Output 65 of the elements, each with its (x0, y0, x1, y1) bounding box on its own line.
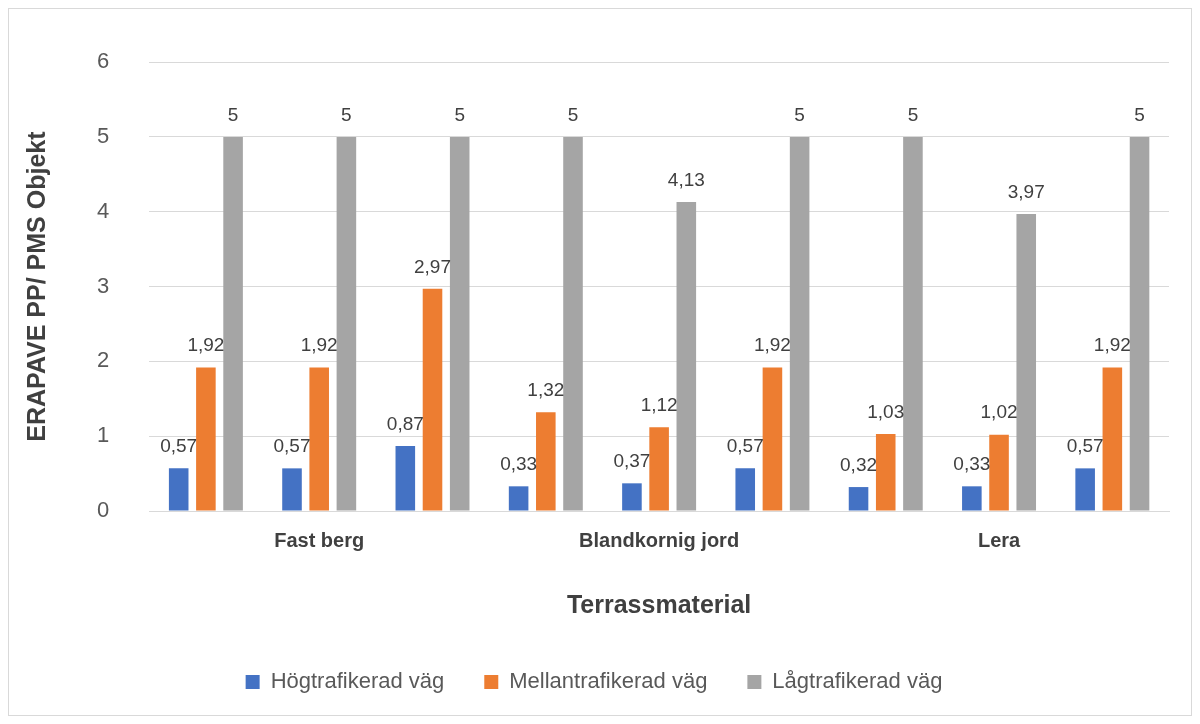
data-label: 1,02 (980, 401, 1018, 423)
data-label: 3,97 (1007, 180, 1045, 202)
data-label: 1,92 (300, 334, 338, 356)
data-label: 0,57 (726, 435, 764, 457)
bar (622, 483, 642, 511)
bar (196, 367, 216, 511)
data-label: 0,57 (1066, 435, 1104, 457)
data-label: 1,03 (867, 400, 905, 422)
bar (336, 137, 357, 511)
data-label: 2,97 (414, 255, 451, 277)
x-tick-label: Blandkornig jord (579, 528, 740, 551)
bar (449, 137, 470, 511)
y-tick-label: 2 (96, 347, 110, 373)
bar (962, 486, 982, 511)
data-label: 4,13 (667, 168, 705, 190)
bar (508, 486, 529, 511)
y-tick-label: 4 (96, 197, 110, 223)
bar (168, 468, 189, 511)
data-label: 5 (907, 103, 919, 125)
legend-label: Lågtrafikerad väg (772, 668, 943, 694)
bar (1102, 367, 1123, 511)
y-axis-title: ERAPAVE PP/ PMS Objekt (21, 130, 50, 442)
y-tick-label: 1 (96, 422, 110, 448)
bar (903, 137, 923, 511)
y-tick-label: 3 (96, 272, 110, 298)
bar (536, 412, 556, 511)
x-tick-label: Lera (977, 528, 1022, 551)
data-label: 0,87 (386, 412, 424, 434)
data-label: 5 (341, 103, 352, 125)
bar (649, 427, 669, 511)
bar (848, 487, 869, 511)
legend-label: Mellantrafikerad väg (509, 668, 708, 694)
legend-label: Högtrafikerad väg (270, 668, 445, 694)
bar (789, 137, 810, 511)
data-label: 1,92 (1093, 334, 1131, 356)
data-label: 1,32 (527, 379, 565, 400)
bar (676, 202, 697, 511)
data-label: 1,92 (753, 334, 791, 356)
bar (1129, 137, 1150, 511)
bar (1016, 214, 1037, 511)
data-label: 0,32 (840, 453, 878, 475)
data-label: 1,12 (640, 393, 678, 415)
x-axis-title: Terrassmaterial (566, 589, 752, 618)
y-tick-label: 6 (96, 48, 110, 74)
data-label: 1,92 (187, 334, 225, 356)
bar (989, 434, 1009, 511)
bar (1075, 468, 1095, 511)
bar (395, 445, 416, 511)
bar (762, 367, 783, 511)
data-label: 5 (794, 103, 805, 125)
bar (422, 288, 443, 511)
data-label: 5 (227, 103, 239, 125)
bar (282, 468, 302, 511)
data-label: 5 (1134, 103, 1145, 125)
x-tick-label: Fast berg (274, 528, 365, 551)
bar (223, 137, 243, 511)
y-tick-label: 5 (96, 123, 110, 149)
y-tick-label: 0 (96, 497, 110, 523)
bar (875, 433, 896, 511)
data-label: 5 (454, 103, 465, 125)
data-label: 5 (567, 103, 579, 125)
bar (563, 137, 583, 511)
data-label: 0,57 (160, 435, 198, 457)
bar (309, 367, 329, 511)
bar (735, 468, 756, 511)
